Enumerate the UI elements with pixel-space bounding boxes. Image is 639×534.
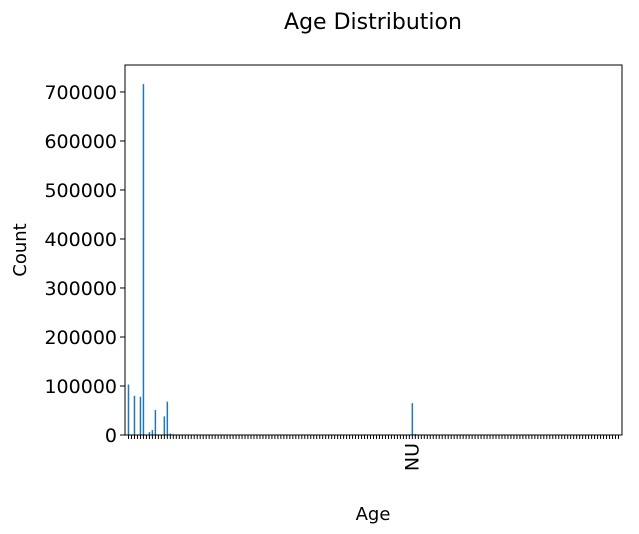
y-tick-label: 600000 (44, 131, 117, 153)
bar (139, 396, 142, 435)
y-axis-label: Count (10, 223, 31, 276)
x-axis-label: Age (356, 504, 391, 525)
plot-frame (124, 64, 623, 436)
bar (411, 403, 414, 435)
x-tick-label: NU (401, 443, 423, 471)
bar-series (127, 84, 620, 435)
y-tick-label: 500000 (44, 180, 117, 202)
bar (127, 384, 130, 435)
bar (154, 410, 157, 435)
y-tick-label: 100000 (44, 376, 117, 398)
bar (163, 416, 166, 435)
y-tick-label: 0 (105, 425, 117, 447)
bar (151, 430, 154, 435)
bar (142, 84, 145, 435)
y-tick-label: 400000 (44, 229, 117, 251)
y-tick-label: 300000 (44, 278, 117, 300)
bar (148, 432, 151, 435)
x-axis-ticks: NU (127, 435, 620, 471)
y-tick-label: 200000 (44, 327, 117, 349)
bar (169, 433, 172, 435)
y-axis-ticks: 0 100000 200000 300000 400000 500000 600000 700… (44, 82, 125, 447)
bar (166, 401, 169, 435)
y-tick-label: 700000 (44, 82, 117, 104)
bar (133, 395, 136, 435)
chart-title: Age Distribution (284, 10, 462, 35)
